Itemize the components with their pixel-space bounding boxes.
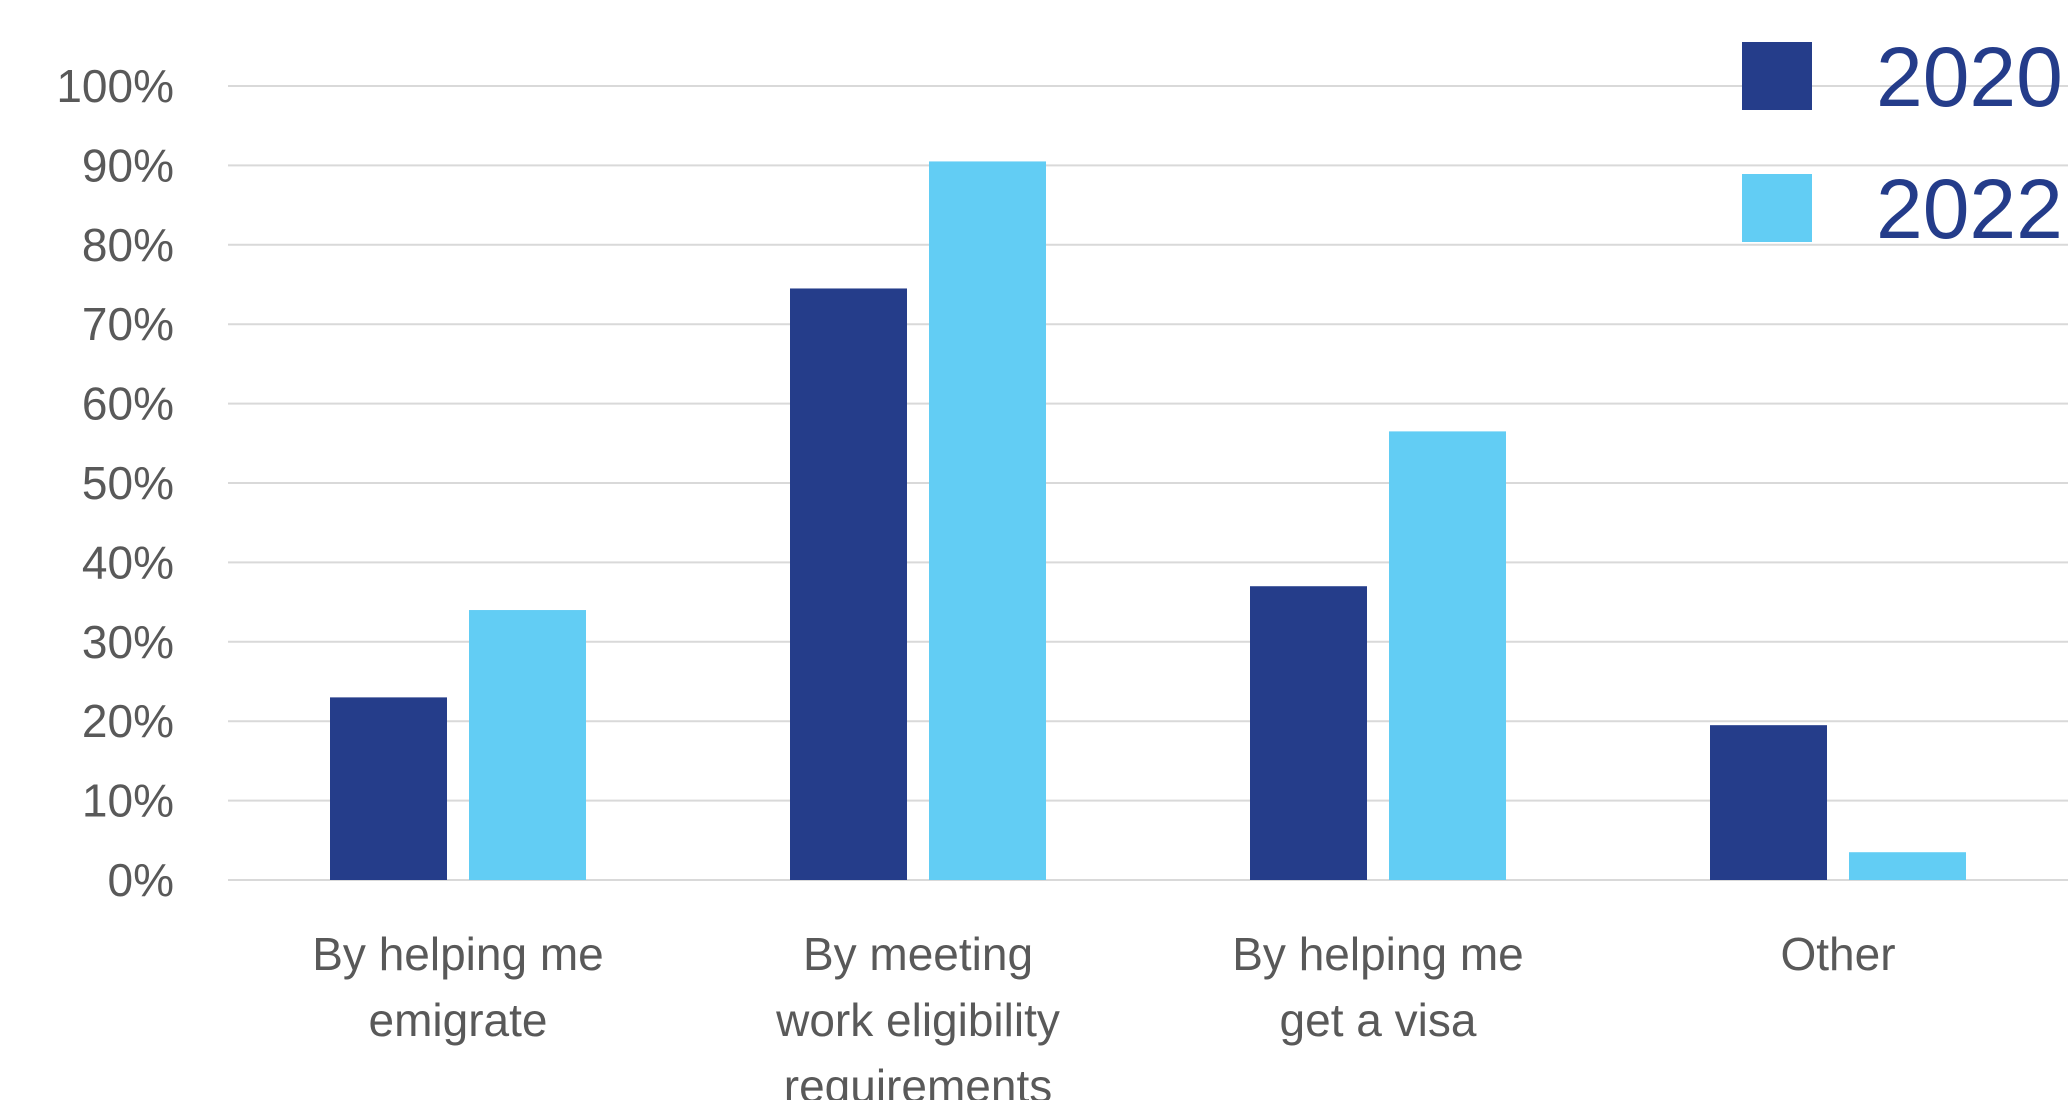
y-tick-label: 40%	[82, 536, 174, 588]
bar-2022	[929, 161, 1046, 880]
bar-2022	[469, 610, 586, 880]
bar-2020	[330, 697, 447, 880]
y-tick-label: 100%	[56, 60, 174, 112]
bars	[330, 161, 1966, 881]
legend-swatch-2022	[1742, 174, 1812, 242]
legend-label-2020: 2020	[1876, 30, 2063, 124]
bar-2020	[1250, 586, 1367, 880]
legend: 2020 2022	[1742, 30, 2063, 256]
y-tick-label: 30%	[82, 616, 174, 668]
x-category-label: Other	[1780, 928, 1895, 980]
legend-label-2022: 2022	[1876, 162, 2063, 256]
x-category-label: By meeting work eligibility requirements	[775, 928, 1060, 1100]
y-tick-label: 70%	[82, 298, 174, 350]
legend-swatch-2020	[1742, 42, 1812, 110]
x-category-label: By helping me get a visa	[1232, 928, 1524, 1046]
bar-2020	[790, 288, 907, 881]
y-tick-label: 0%	[108, 854, 174, 906]
y-tick-label: 90%	[82, 139, 174, 191]
bar-2020	[1710, 725, 1827, 880]
y-tick-label: 10%	[82, 775, 174, 827]
y-axis: 0% 10% 20% 30% 40% 50% 60% 70% 80% 90% 100%	[56, 60, 174, 906]
bar-2022	[1389, 431, 1506, 880]
y-tick-label: 60%	[82, 378, 174, 430]
x-axis: By helping me emigrate By meeting work elig…	[312, 928, 1895, 1100]
bar-2022	[1849, 852, 1966, 880]
y-tick-label: 50%	[82, 457, 174, 509]
y-tick-label: 20%	[82, 695, 174, 747]
y-tick-label: 80%	[82, 219, 174, 271]
x-category-label: By helping me emigrate	[312, 928, 604, 1046]
